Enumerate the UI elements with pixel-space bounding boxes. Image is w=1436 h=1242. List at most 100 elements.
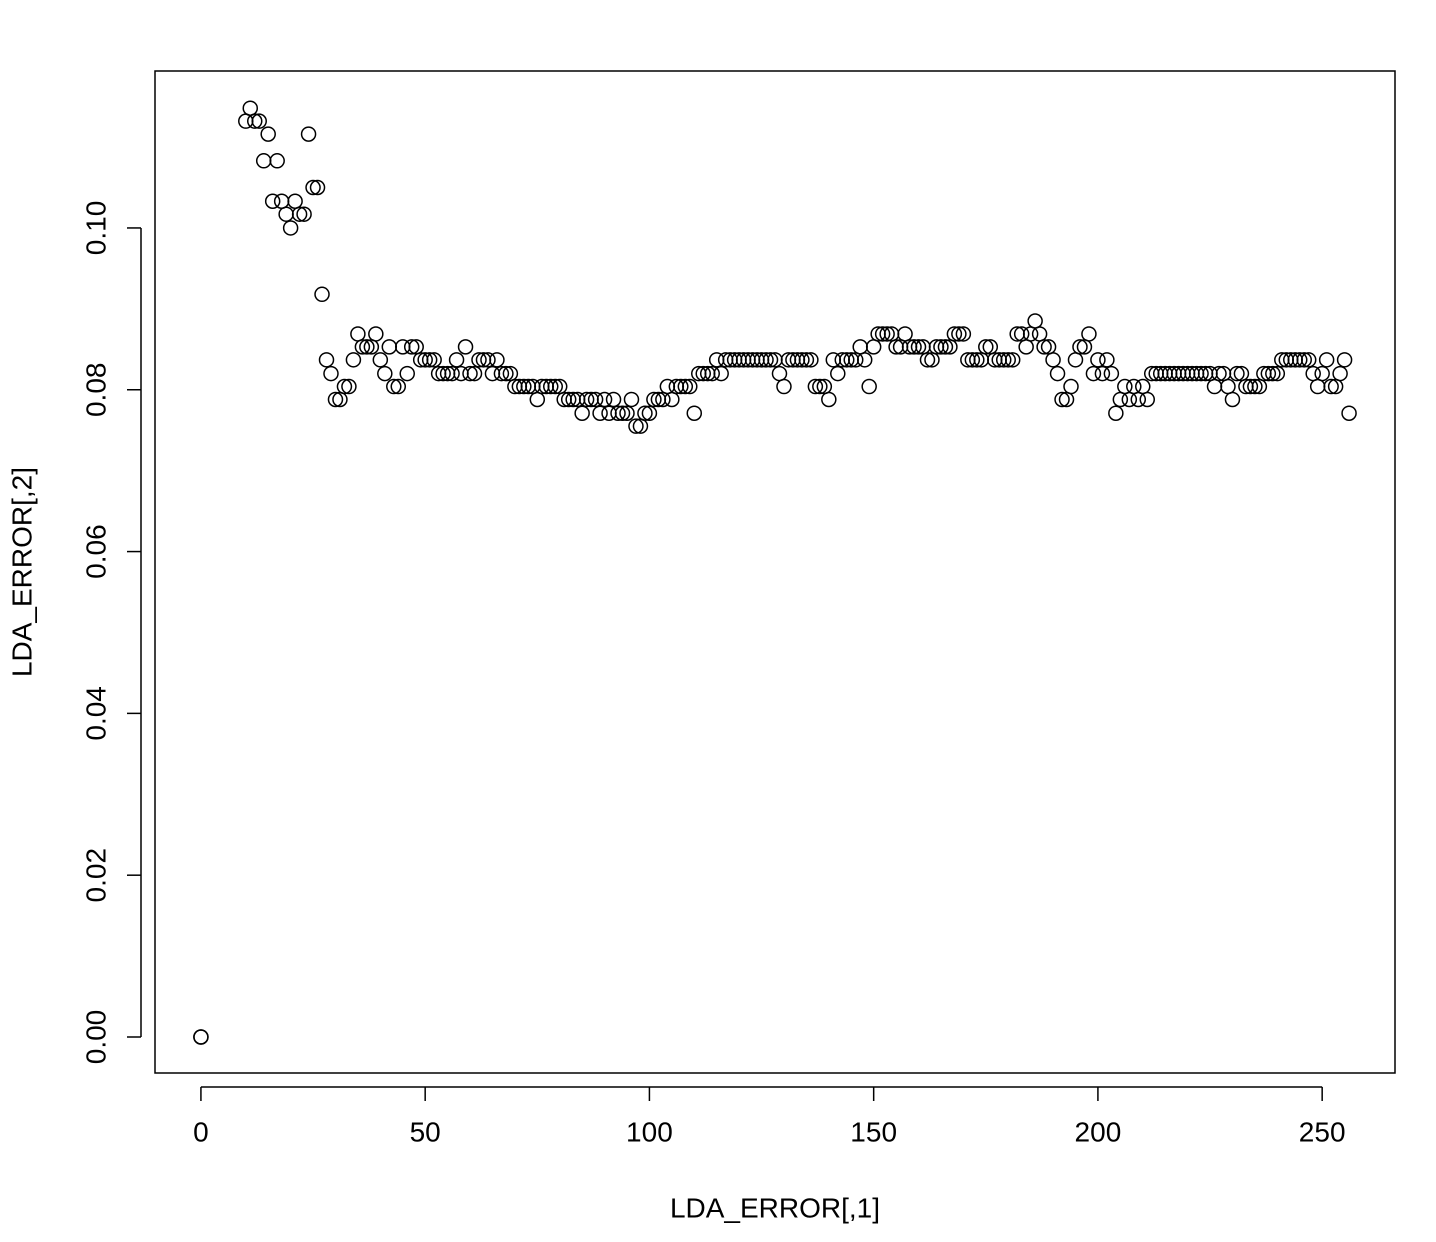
point [345, 352, 362, 368]
point [1049, 365, 1066, 382]
point [1323, 378, 1339, 395]
point [1027, 313, 1043, 329]
point [1085, 365, 1102, 382]
point [861, 378, 877, 395]
point [677, 378, 694, 395]
point [874, 326, 891, 342]
point [403, 339, 420, 355]
x-tick-label: 200 [1075, 1116, 1122, 1147]
point [493, 365, 510, 382]
point [1336, 352, 1353, 368]
point [386, 378, 402, 395]
point [242, 100, 259, 116]
point [1269, 365, 1286, 382]
point [614, 405, 631, 421]
point [713, 365, 729, 382]
y-tick-label: 0.10 [80, 201, 111, 256]
point [937, 339, 954, 355]
point [1108, 405, 1124, 421]
point [246, 113, 263, 129]
point [448, 352, 465, 368]
x-tick-label: 100 [626, 1116, 673, 1147]
point [865, 339, 882, 355]
point [1072, 339, 1088, 355]
point [978, 339, 994, 355]
point [264, 193, 281, 210]
point [291, 206, 308, 222]
point [489, 352, 505, 368]
point [856, 352, 873, 368]
point [282, 220, 299, 236]
point [323, 365, 339, 382]
point [695, 365, 711, 382]
y-tick-label: 0.02 [80, 848, 111, 903]
point [300, 126, 317, 142]
point [964, 352, 981, 368]
point [350, 326, 366, 342]
point [1300, 352, 1317, 368]
point [1103, 365, 1120, 382]
point [1063, 378, 1079, 395]
point [596, 391, 613, 408]
point [587, 391, 604, 408]
point [273, 193, 290, 210]
point [1260, 365, 1277, 382]
point [1081, 326, 1097, 342]
point [619, 405, 635, 421]
point [879, 326, 895, 342]
point [543, 378, 559, 395]
point [314, 286, 330, 303]
point [318, 352, 335, 368]
point [399, 365, 415, 382]
point [574, 405, 590, 421]
point [444, 365, 460, 382]
point [1094, 365, 1111, 382]
point [1135, 378, 1151, 395]
point [1314, 365, 1330, 382]
point [251, 113, 267, 129]
point [1211, 365, 1227, 382]
point [287, 193, 303, 210]
point [807, 378, 824, 395]
x-tick-label: 50 [410, 1116, 441, 1147]
x-axis-title: LDA_ERROR[,1] [670, 1192, 880, 1223]
point [641, 405, 658, 421]
point [309, 179, 326, 196]
point [673, 378, 689, 395]
point [278, 206, 294, 222]
point [1332, 365, 1348, 382]
point [794, 352, 810, 368]
point [686, 405, 703, 421]
point [664, 391, 680, 408]
point [933, 339, 949, 355]
point [466, 365, 483, 382]
point [592, 405, 608, 421]
point [776, 378, 792, 395]
point [1220, 378, 1236, 395]
point [516, 378, 532, 395]
point [1291, 352, 1308, 368]
point [305, 179, 321, 196]
point [637, 405, 653, 421]
point [1247, 378, 1263, 395]
point [1067, 352, 1084, 368]
point [897, 326, 913, 342]
point [628, 418, 644, 434]
point [390, 378, 407, 395]
point [1031, 326, 1048, 342]
x-tick-label: 150 [850, 1116, 897, 1147]
point [1139, 391, 1156, 408]
point [1004, 352, 1021, 368]
point [830, 365, 846, 382]
point [762, 352, 779, 368]
point [821, 391, 837, 408]
point [605, 391, 622, 408]
point [1036, 339, 1052, 355]
point [1318, 352, 1335, 368]
point [771, 365, 788, 382]
point [919, 352, 936, 368]
y-tick-label: 0.06 [80, 524, 111, 579]
point [910, 339, 927, 355]
point [1193, 365, 1209, 382]
point [1265, 365, 1281, 382]
